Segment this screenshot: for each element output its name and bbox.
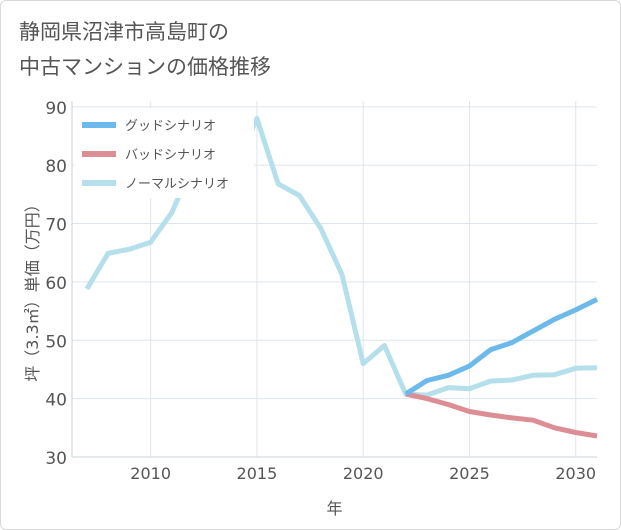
y-axis-title: 坪（3.3㎡）単価（万円） [23,196,42,381]
chart-title-line-2: 中古マンションの価格推移 [19,55,271,79]
legend-label-2: バッドシナリオ [125,148,216,163]
series-line-3 [84,116,598,398]
series-lines [84,116,599,439]
legend-label-3: ノーマルシナリオ [125,177,229,192]
y-tick-label: 70 [45,216,67,236]
series-line-1 [404,297,599,397]
axes: 30 40 50 60 70 80 90 2010 2015 2020 2025 2030 年 坪（3.3… [23,99,597,518]
x-tick-label: 2030 [555,464,596,483]
y-tick-label: 90 [45,99,67,119]
x-tick-label: 2010 [130,464,171,483]
series-line-2 [405,391,598,439]
x-axis-title: 年 [326,499,342,518]
x-tick-label: 2025 [449,464,490,483]
y-tick-label: 80 [45,157,67,177]
y-tick-label: 50 [45,332,67,352]
legend-label-1: グッドシナリオ [125,119,216,134]
x-tick-label: 2015 [237,464,278,483]
y-tick-label: 60 [45,274,67,294]
y-tick-label: 30 [45,449,67,469]
chart-title-line-1: 静岡県沼津市高島町の [19,20,229,44]
x-tick-label: 2020 [343,464,384,483]
y-tick-label: 40 [45,391,67,411]
chart-title: 静岡県沼津市高島町の 中古マンションの価格推移 [19,15,599,85]
